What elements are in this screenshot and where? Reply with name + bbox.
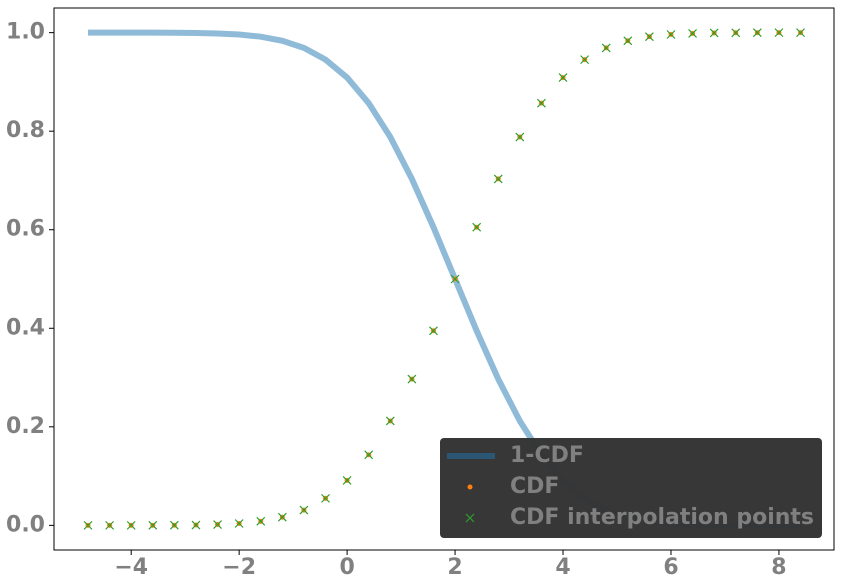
cross-marker [429, 326, 438, 336]
y-tick-label: 0.0 [6, 512, 45, 537]
legend-label: CDF interpolation points [510, 505, 814, 530]
y-tick-label: 1.0 [6, 20, 45, 45]
cross-marker [623, 36, 633, 46]
legend-swatch [467, 484, 473, 490]
cross-marker [169, 520, 179, 530]
y-tick-label: 0.6 [6, 217, 45, 242]
legend: 1-CDF CDF CDF interpolation points [440, 438, 822, 538]
cross-marker [83, 520, 93, 530]
cross-marker [407, 374, 417, 384]
cross-marker [105, 520, 115, 530]
x-tick-label: 0 [339, 555, 354, 580]
y-tick-label: 0.8 [6, 118, 45, 143]
cross-marker [450, 274, 460, 284]
x-tick-label: −4 [114, 555, 148, 580]
cross-marker [234, 519, 244, 528]
cross-marker [666, 30, 676, 39]
cross-marker [299, 505, 309, 515]
x-tick-label: 6 [663, 555, 678, 580]
cross-marker [321, 493, 330, 503]
cross-marker [191, 520, 201, 530]
cross-marker [493, 174, 503, 184]
cross-marker [580, 55, 590, 65]
cross-marker [644, 32, 654, 42]
cross-marker [342, 476, 352, 485]
cross-marker [537, 98, 546, 108]
x-tick-label: 8 [771, 555, 786, 580]
cross-marker [774, 28, 784, 38]
x-tick-label: −2 [222, 555, 256, 580]
plot-area [53, 7, 835, 551]
cross-marker [213, 520, 222, 529]
cross-marker [515, 132, 525, 142]
cross-marker [465, 513, 475, 523]
legend-box [440, 438, 822, 538]
cross-marker [364, 450, 374, 460]
cross-marker [558, 73, 568, 82]
cross-marker [385, 416, 395, 426]
y-tick-label: 0.2 [6, 414, 45, 439]
cross-marker [601, 43, 611, 53]
cross-marker [126, 520, 136, 530]
legend-label: CDF [510, 474, 559, 499]
cross-marker [688, 29, 697, 38]
cross-marker [731, 28, 741, 38]
cross-marker [796, 28, 805, 38]
cross-marker [752, 28, 762, 38]
cross-marker [256, 516, 266, 526]
y-tick-label: 0.4 [6, 315, 45, 340]
cross-marker [277, 512, 287, 522]
x-tick-label: 4 [555, 555, 570, 580]
x-tick-label: 2 [447, 555, 462, 580]
legend-label: 1-CDF [510, 443, 584, 468]
cross-marker [148, 520, 158, 530]
cross-marker [472, 222, 482, 232]
cross-marker [709, 28, 719, 38]
